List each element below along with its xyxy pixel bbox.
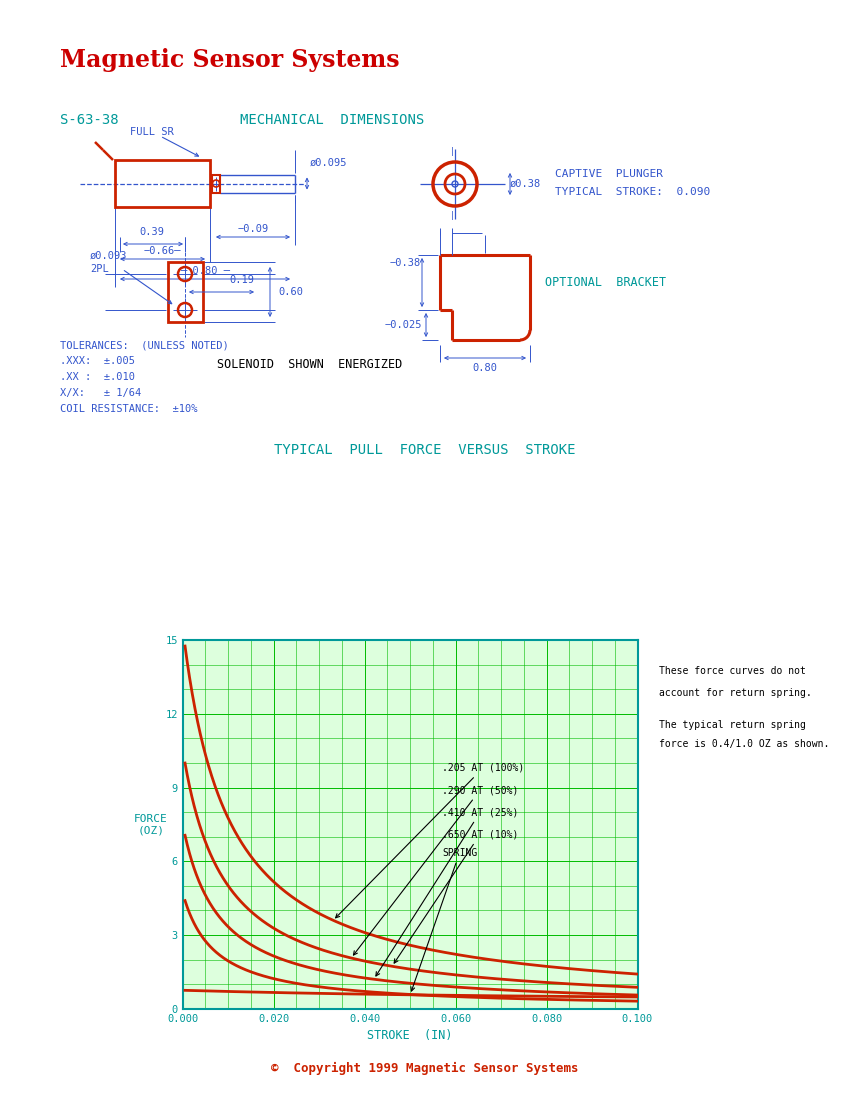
Text: −0.38: −0.38 [390,258,422,268]
Text: ø0.093: ø0.093 [90,251,128,261]
Text: 0.60: 0.60 [278,287,303,297]
Text: 0.19: 0.19 [230,275,254,285]
Bar [212,175,220,192]
Text: .290 AT (50%): .290 AT (50%) [354,785,518,955]
Text: COIL RESISTANCE:  ±10%: COIL RESISTANCE: ±10% [60,404,197,414]
Text: MECHANICAL  DIMENSIONS: MECHANICAL DIMENSIONS [240,113,424,127]
Bar [115,160,210,207]
Text: TYPICAL  PULL  FORCE  VERSUS  STROKE: TYPICAL PULL FORCE VERSUS STROKE [275,443,575,456]
Text: FULL SR: FULL SR [130,126,173,138]
Text: |: | [450,211,455,220]
X-axis label: STROKE  (IN): STROKE (IN) [367,1030,453,1042]
Text: FORCE
(OZ): FORCE (OZ) [134,814,167,835]
Text: TOLERANCES:  (UNLESS NOTED): TOLERANCES: (UNLESS NOTED) [60,340,229,350]
Text: Magnetic Sensor Systems: Magnetic Sensor Systems [60,48,400,72]
Text: account for return spring.: account for return spring. [659,688,812,697]
Text: 0.39: 0.39 [139,227,165,236]
Text: 2PL: 2PL [90,264,109,274]
Text: SPRING: SPRING [411,848,477,991]
Text: S-63-38: S-63-38 [60,113,119,127]
Text: |: | [450,147,455,156]
Text: −0.09: −0.09 [238,224,269,234]
Text: .205 AT (100%): .205 AT (100%) [336,763,524,917]
Text: ©  Copyright 1999 Magnetic Sensor Systems: © Copyright 1999 Magnetic Sensor Systems [271,1062,579,1075]
Text: ─ 0.80 ─: ─ 0.80 ─ [180,266,230,276]
Text: 0.80: 0.80 [473,363,497,373]
Text: .XXX:  ±.005: .XXX: ±.005 [60,356,135,366]
Text: −0.66─: −0.66─ [144,246,181,256]
Text: .XX :  ±.010: .XX : ±.010 [60,372,135,382]
Text: The typical return spring: The typical return spring [659,720,806,730]
Text: CAPTIVE  PLUNGER: CAPTIVE PLUNGER [555,169,663,179]
Text: ø0.095: ø0.095 [310,157,348,167]
Text: TYPICAL  STROKE:  0.090: TYPICAL STROKE: 0.090 [555,187,711,197]
Text: X/X:   ± 1/64: X/X: ± 1/64 [60,388,141,398]
Text: force is 0.4/1.0 OZ as shown.: force is 0.4/1.0 OZ as shown. [659,739,829,749]
Text: .650 AT (10%): .650 AT (10%) [394,829,518,964]
Bar [168,262,203,322]
Text: ø0.38: ø0.38 [510,179,541,189]
Text: .410 AT (25%): .410 AT (25%) [376,807,518,976]
Text: These force curves do not: These force curves do not [659,666,806,675]
Text: OPTIONAL  BRACKET: OPTIONAL BRACKET [545,276,666,289]
Text: −0.025: −0.025 [385,320,422,330]
Text: SOLENOID  SHOWN  ENERGIZED: SOLENOID SHOWN ENERGIZED [218,359,403,372]
